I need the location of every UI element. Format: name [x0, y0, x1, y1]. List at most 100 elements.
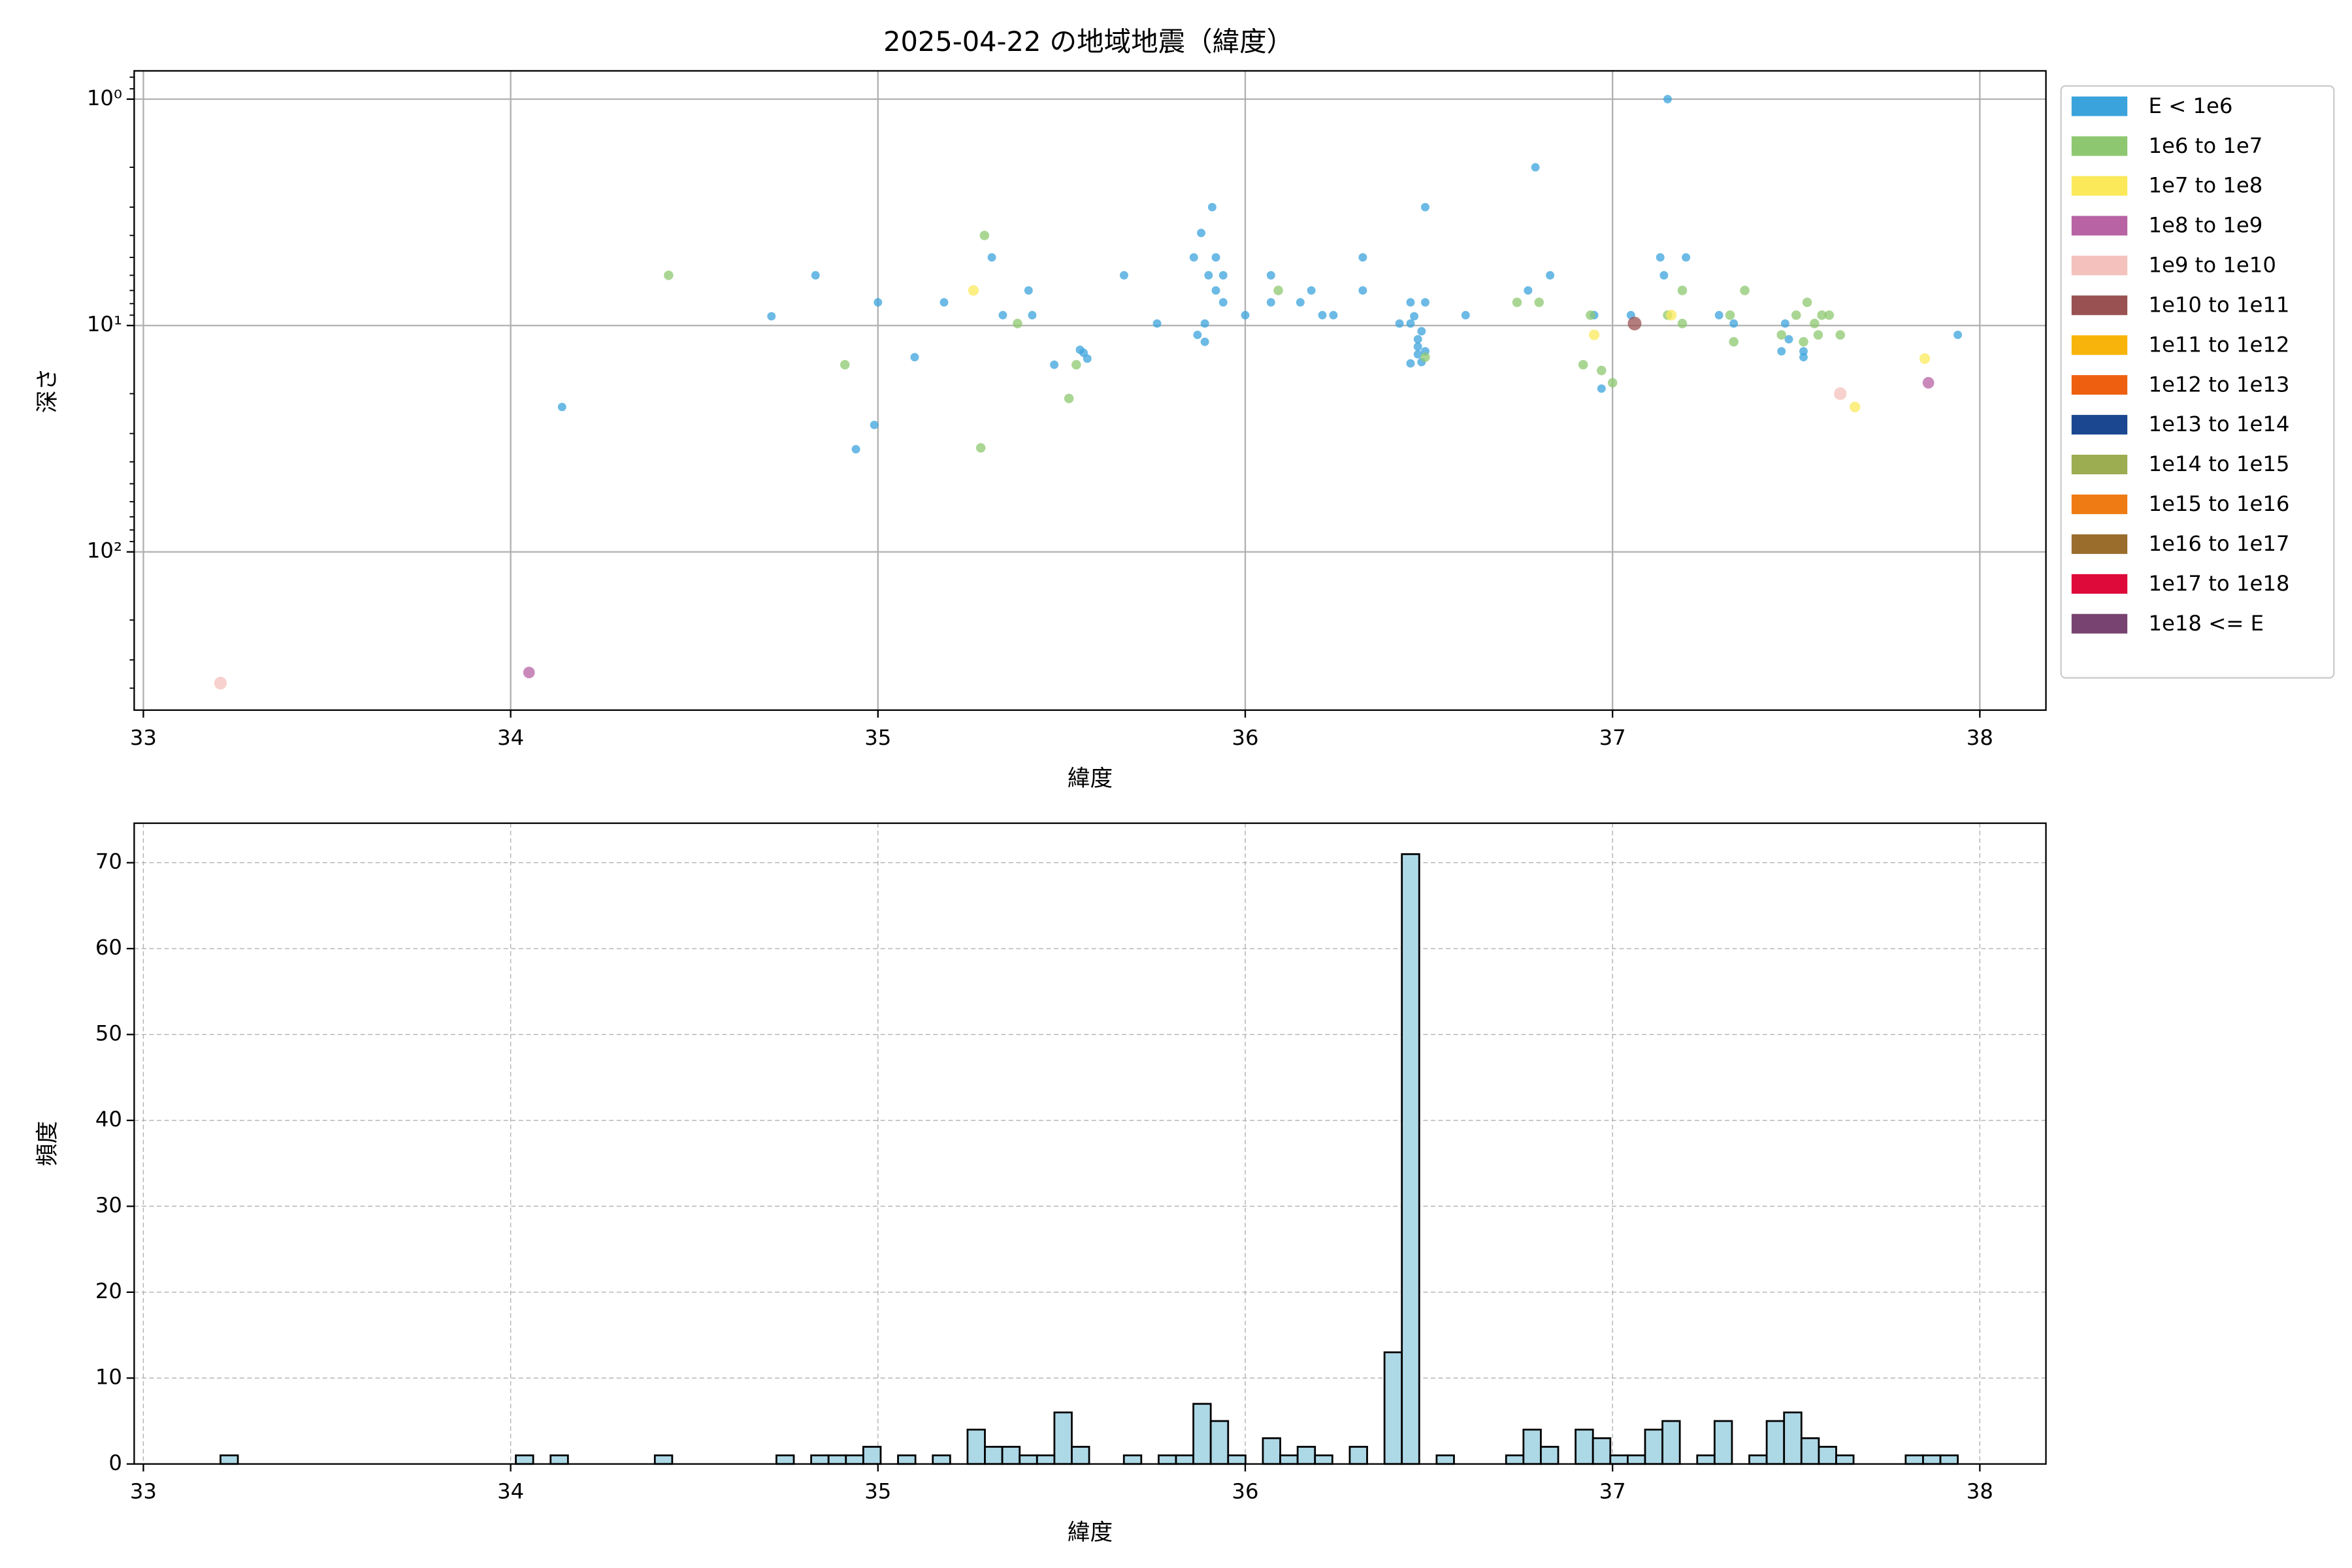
scatter-point	[664, 270, 674, 280]
histogram-bar	[1765, 1420, 1786, 1465]
histogram-bar	[1053, 1411, 1073, 1465]
histogram-bar	[1227, 1454, 1247, 1465]
scatter-point	[1586, 310, 1595, 320]
scatter-point	[1627, 316, 1642, 331]
scatter-point	[1659, 270, 1669, 280]
legend-label: 1e13 to 1e14	[2148, 412, 2289, 436]
x-tick-label: 37	[1599, 1479, 1626, 1504]
scatter-point	[1922, 376, 1935, 389]
histogram-bar	[1644, 1428, 1663, 1465]
scatter-point	[998, 310, 1007, 319]
x-tick-label: 36	[1232, 725, 1258, 750]
legend-label: 1e11 to 1e12	[2148, 332, 2289, 357]
scatter-point	[1207, 203, 1217, 212]
x-tick-label: 37	[1599, 725, 1626, 750]
scatter-point	[1714, 310, 1723, 319]
legend-swatch	[2071, 613, 2128, 634]
scatter-point	[557, 402, 566, 412]
legend-swatch	[2071, 574, 2128, 594]
histogram-bar	[845, 1454, 864, 1465]
scatter-point	[1597, 365, 1607, 376]
scatter-point	[1211, 286, 1220, 295]
scatter-point	[1050, 360, 1059, 369]
scatter-point	[1799, 336, 1808, 347]
scatter-point	[1682, 253, 1691, 262]
y-tick-label: 70	[95, 849, 122, 874]
histogram-bar	[1435, 1454, 1455, 1465]
scatter-point	[1824, 310, 1835, 320]
scatter-point	[1546, 270, 1555, 280]
scatter-point	[1802, 297, 1812, 308]
histogram-bar	[1696, 1454, 1716, 1465]
scatter-point	[1740, 286, 1750, 295]
histogram-bar	[1592, 1437, 1612, 1465]
legend-label: 1e12 to 1e13	[2148, 372, 2289, 397]
scatter-point	[1810, 318, 1820, 329]
scatter-point	[1420, 203, 1429, 212]
y-tick-label: 10¹	[87, 312, 122, 336]
scatter-point	[1204, 270, 1213, 280]
scatter-point	[523, 666, 535, 679]
histogram-bar	[1383, 1351, 1403, 1465]
histogram-bar	[1575, 1428, 1594, 1465]
histogram-bar	[1505, 1454, 1525, 1465]
scatter-point	[1835, 330, 1845, 340]
histogram-bar	[1401, 853, 1420, 1465]
histogram-bar	[549, 1454, 569, 1465]
scatter-point	[1588, 329, 1600, 340]
scatter-point	[1296, 298, 1305, 307]
histogram-bar	[1609, 1454, 1629, 1465]
scatter-point	[870, 421, 879, 429]
scatter-point	[1729, 336, 1739, 347]
scatter-point	[1524, 286, 1533, 295]
x-tick-label: 35	[864, 725, 891, 750]
histogram-bar	[1835, 1454, 1855, 1465]
scatter-point	[1813, 330, 1823, 340]
scatter-point	[1413, 335, 1422, 344]
histogram-bar	[810, 1454, 830, 1465]
scatter-point	[1777, 347, 1786, 356]
scatter-point	[1666, 310, 1677, 321]
x-tick-label: 36	[1232, 1479, 1258, 1504]
legend-label: 1e10 to 1e11	[2148, 292, 2289, 317]
scatter-point	[1218, 298, 1228, 307]
scatter-point	[987, 253, 996, 262]
histogram-bar	[1783, 1411, 1803, 1465]
legend-swatch	[2071, 96, 2128, 116]
y-tick-label: 10⁰	[87, 86, 122, 110]
y-tick-label: 10	[95, 1364, 122, 1389]
scatter-point	[1200, 319, 1209, 328]
histogram-bar	[1800, 1437, 1820, 1465]
histogram-bar	[1001, 1446, 1021, 1465]
scatter-point	[1799, 347, 1808, 356]
histogram-bar	[1713, 1420, 1733, 1465]
legend-swatch	[2071, 255, 2128, 276]
scatter-point	[1064, 393, 1074, 404]
legend-box	[2060, 85, 2335, 679]
scatter-point	[1358, 286, 1367, 295]
legend-label: 1e16 to 1e17	[2148, 531, 2289, 556]
histogram-bar	[1158, 1454, 1177, 1465]
histogram-bar	[1296, 1446, 1316, 1465]
scatter-point	[1307, 286, 1316, 295]
scatter-point	[1531, 163, 1540, 172]
scatter-point	[1607, 378, 1618, 388]
legend-label: 1e14 to 1e15	[2148, 451, 2289, 476]
histogram-bar	[1939, 1454, 1959, 1465]
scatter-point	[939, 298, 949, 307]
legend-swatch	[2071, 455, 2128, 474]
scatter-point	[1197, 229, 1205, 238]
scatter-point	[1780, 319, 1789, 328]
scatter-point	[1024, 286, 1033, 295]
scatter-point	[1420, 298, 1429, 307]
scatter-point	[1512, 297, 1522, 308]
scatter-point	[1953, 331, 1963, 340]
scatter-point	[1193, 331, 1202, 340]
scatter-point	[1725, 310, 1735, 320]
histogram-bar	[1818, 1446, 1837, 1465]
scatter-point	[1406, 319, 1415, 328]
legend-swatch	[2071, 176, 2128, 196]
scatter-point	[1420, 352, 1430, 362]
